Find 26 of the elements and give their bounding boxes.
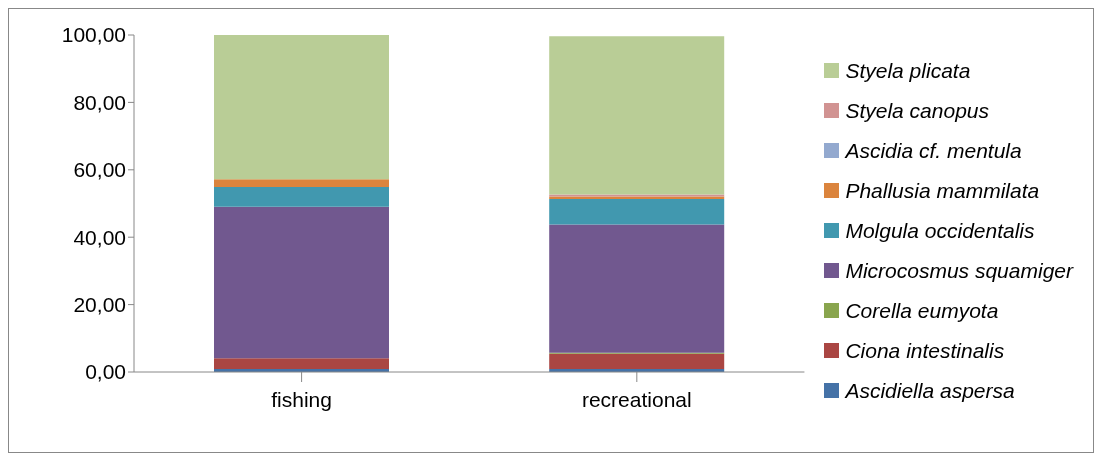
bar: [214, 206, 389, 359]
bar: [549, 224, 725, 353]
bar: [549, 199, 725, 225]
legend-label: Microcosmus squamiger: [845, 258, 1073, 283]
legend-label: Ciona intestinalis: [845, 338, 1005, 363]
bar: [549, 36, 725, 195]
bar: [214, 358, 389, 369]
legend-label: Ascidiella aspersa: [845, 378, 1015, 403]
y-tick-label: 20,00: [73, 293, 126, 317]
x-tick-label: fishing: [271, 387, 332, 411]
legend-label: Corella eumyota: [845, 298, 999, 323]
y-tick-label: 40,00: [73, 225, 126, 249]
legend-label: Ascidia cf. mentula: [845, 138, 1022, 163]
y-tick-label: 60,00: [73, 158, 126, 182]
bar: [549, 353, 725, 369]
bar: [214, 186, 389, 207]
bar: [214, 35, 389, 180]
y-tick-label: 0,00: [85, 360, 126, 384]
y-tick-label: 100,00: [61, 23, 126, 47]
legend-label: Phallusia mammilata: [845, 178, 1040, 203]
y-tick-label: 80,00: [73, 90, 126, 114]
x-tick-label: recreational: [581, 387, 692, 411]
legend-label: Styela canopus: [845, 98, 990, 123]
legend-label: Molgula occidentalis: [845, 218, 1035, 243]
legend-label: Styela plicata: [845, 58, 971, 83]
bar: [214, 179, 389, 187]
